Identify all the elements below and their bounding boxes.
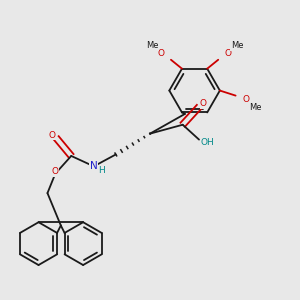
- Text: Me: Me: [146, 41, 158, 50]
- Text: O: O: [51, 167, 58, 176]
- Text: Me: Me: [231, 41, 243, 50]
- Text: N: N: [90, 161, 98, 171]
- Text: O: O: [224, 49, 232, 58]
- Text: H: H: [98, 166, 105, 175]
- Text: O: O: [48, 130, 56, 140]
- Text: O: O: [242, 95, 249, 104]
- Text: OH: OH: [200, 138, 214, 147]
- Text: O: O: [158, 49, 165, 58]
- Text: O: O: [200, 99, 207, 108]
- Text: Me: Me: [249, 103, 262, 112]
